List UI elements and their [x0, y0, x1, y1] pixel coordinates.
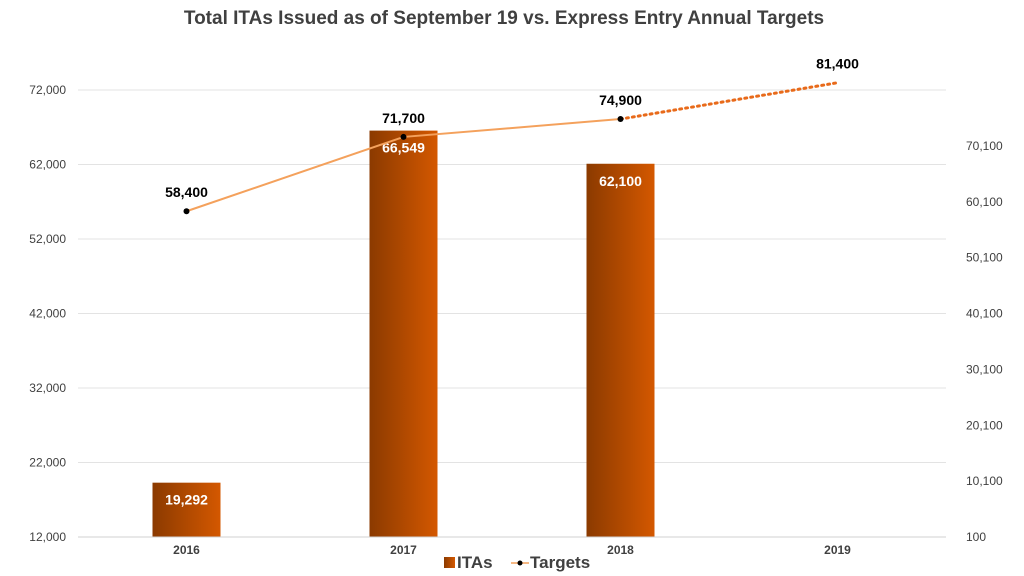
legend-label-targets: Targets [530, 553, 590, 572]
bar-data-label: 19,292 [165, 492, 208, 508]
y-right-tick-label: 30,100 [966, 362, 1003, 376]
x-axis: 2016 2017 2018 2019 [78, 536, 946, 557]
bar-data-label: 62,100 [599, 173, 642, 189]
y-right-tick-label: 60,100 [966, 195, 1003, 209]
y-left-tick-label: 12,000 [29, 530, 66, 544]
bar-itas-2018 [586, 163, 655, 537]
y-left-tick-label: 72,000 [29, 83, 66, 97]
target-line-series: 58,400 71,700 74,900 81,400 [165, 56, 859, 215]
target-point-2017 [400, 133, 407, 140]
legend-swatch-targets-marker [517, 560, 523, 566]
y-right-tick-label: 10,100 [966, 474, 1003, 488]
x-tick-label: 2017 [390, 543, 417, 557]
legend-swatch-itas [444, 557, 455, 568]
y-left-tick-label: 62,000 [29, 158, 66, 172]
y-left-tick-label: 42,000 [29, 307, 66, 321]
bar-itas-2017 [369, 130, 438, 537]
x-tick-label: 2018 [607, 543, 634, 557]
target-point-2018 [617, 116, 624, 123]
y-axis-right: 100 10,100 20,100 30,100 40,100 50,100 60,100 7… [966, 139, 1003, 544]
y-left-tick-label: 52,000 [29, 232, 66, 246]
y-left-tick-label: 22,000 [29, 456, 66, 470]
gridlines [78, 89, 946, 538]
y-right-tick-label: 50,100 [966, 251, 1003, 265]
bar-itas-2016 [152, 482, 221, 537]
y-right-tick-label: 20,100 [966, 418, 1003, 432]
target-data-label: 81,400 [816, 56, 859, 72]
target-data-label: 71,700 [382, 110, 425, 126]
legend: ITAs Targets [444, 553, 590, 572]
bar-series: 19,292 66,549 62,100 [152, 130, 655, 537]
y-right-tick-label: 70,100 [966, 139, 1003, 153]
target-line-projected [619, 81, 839, 121]
target-data-label: 74,900 [599, 92, 642, 108]
chart-title: Total ITAs Issued as of September 19 vs.… [184, 8, 824, 29]
target-data-label: 58,400 [165, 184, 208, 200]
x-tick-label: 2019 [824, 543, 851, 557]
y-right-tick-label: 100 [966, 530, 986, 544]
x-tick-label: 2016 [173, 543, 200, 557]
bar-data-label: 66,549 [382, 140, 425, 156]
y-left-tick-label: 32,000 [29, 381, 66, 395]
target-point-2016 [183, 208, 190, 215]
legend-label-itas: ITAs [457, 553, 493, 572]
y-right-tick-label: 40,100 [966, 307, 1003, 321]
y-axis-left: 12,000 22,000 32,000 42,000 52,000 62,000 72,0… [29, 83, 66, 544]
